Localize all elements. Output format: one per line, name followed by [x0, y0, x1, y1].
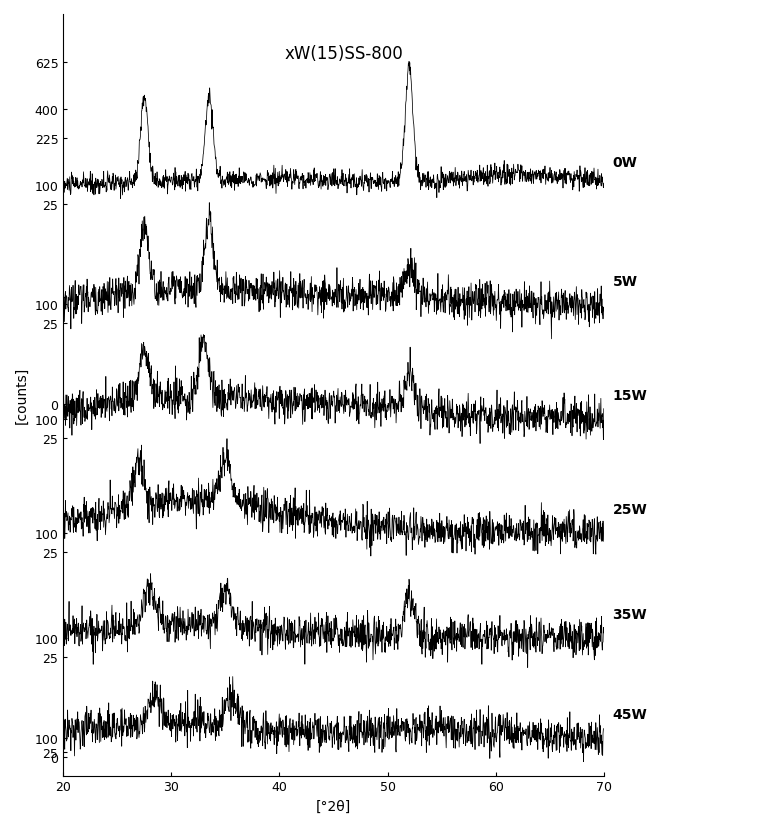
Y-axis label: [counts]: [counts] [15, 367, 29, 424]
X-axis label: [°2θ]: [°2θ] [316, 799, 351, 813]
Text: 0W: 0W [613, 156, 637, 170]
Text: xW(15)SS-800: xW(15)SS-800 [285, 46, 404, 64]
Text: 35W: 35W [613, 607, 647, 621]
Text: 5W: 5W [613, 274, 637, 288]
Text: 15W: 15W [613, 388, 647, 402]
Text: 45W: 45W [613, 707, 647, 721]
Text: 25W: 25W [613, 503, 647, 517]
